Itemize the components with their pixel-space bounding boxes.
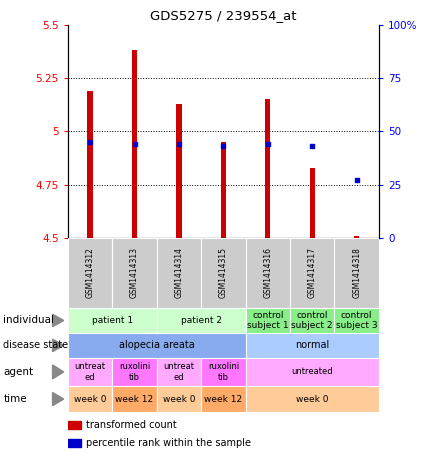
Text: ruxolini
tib: ruxolini tib [208,362,239,381]
Text: untreat
ed: untreat ed [74,362,106,381]
Point [131,140,138,148]
Bar [88,91,93,238]
Text: week 12: week 12 [204,395,243,404]
Bar [112,386,157,412]
Text: GSM1414316: GSM1414316 [263,247,272,299]
Polygon shape [53,392,64,406]
Text: time: time [4,394,27,404]
Text: alopecia areata: alopecia areata [119,340,194,351]
Point [87,138,94,145]
Bar [221,142,226,238]
Bar [246,308,290,333]
Text: control
subject 3: control subject 3 [336,311,378,330]
Text: untreat
ed: untreat ed [163,362,194,381]
Text: disease state: disease state [4,340,68,351]
Text: week 12: week 12 [116,395,154,404]
Text: control
subject 1: control subject 1 [247,311,289,330]
Text: transformed count: transformed count [86,420,177,430]
Bar [290,238,335,308]
Text: ruxolini
tib: ruxolini tib [119,362,150,381]
Text: week 0: week 0 [296,395,328,404]
Title: GDS5275 / 239554_at: GDS5275 / 239554_at [150,10,297,22]
Text: GSM1414318: GSM1414318 [352,247,361,299]
Text: patient 2: patient 2 [180,316,222,325]
Polygon shape [53,339,64,352]
Text: individual: individual [4,315,54,326]
Text: percentile rank within the sample: percentile rank within the sample [86,438,251,448]
Bar [335,238,379,308]
Bar [246,358,379,386]
Point [353,177,360,184]
Bar [176,104,182,238]
Bar [112,238,157,308]
Bar [335,308,379,333]
Bar [68,358,112,386]
Bar [157,386,201,412]
Text: GSM1414315: GSM1414315 [219,247,228,299]
Text: patient 1: patient 1 [92,316,133,325]
Bar [201,238,246,308]
Bar [68,386,112,412]
Bar [68,333,246,358]
Bar [157,308,246,333]
Text: agent: agent [4,367,33,377]
Text: GSM1414312: GSM1414312 [85,247,95,299]
Bar [157,358,201,386]
Bar [246,386,379,412]
Text: week 0: week 0 [74,395,106,404]
Text: GSM1414314: GSM1414314 [174,247,184,299]
Bar [68,308,157,333]
Bar [68,238,112,308]
Polygon shape [53,314,64,327]
Bar [290,308,335,333]
Text: GSM1414313: GSM1414313 [130,247,139,299]
Bar [68,439,81,448]
Bar [132,50,137,238]
Point [309,143,316,150]
Text: control
subject 2: control subject 2 [291,311,333,330]
Bar [201,386,246,412]
Text: untreated: untreated [291,367,333,376]
Bar [246,333,379,358]
Bar [265,99,271,238]
Bar [201,358,246,386]
Point [264,140,271,148]
Point [176,140,183,148]
Bar [354,236,359,238]
Bar [112,358,157,386]
Text: normal: normal [295,340,329,351]
Bar [157,238,201,308]
Bar [246,238,290,308]
Polygon shape [53,365,64,379]
Bar [68,421,81,429]
Bar [310,168,315,238]
Text: week 0: week 0 [162,395,195,404]
Point [220,143,227,150]
Text: GSM1414317: GSM1414317 [308,247,317,299]
